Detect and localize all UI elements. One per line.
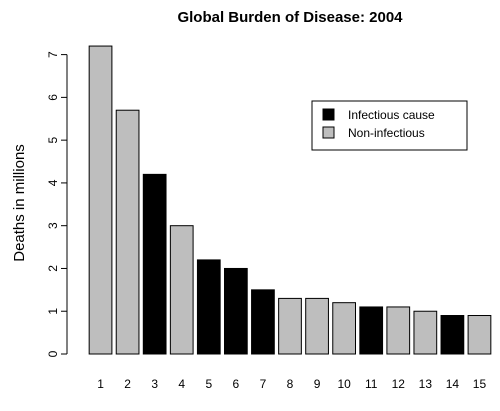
x-tick-label: 3 [151, 377, 158, 391]
bars-group [88, 45, 492, 355]
y-tick-label: 0 [46, 350, 60, 357]
legend-swatch-infectious [322, 108, 335, 121]
bar-5 [196, 259, 221, 355]
bar-4 [169, 225, 194, 355]
y-tick-label: 3 [46, 222, 60, 229]
y-tick-label: 4 [46, 179, 60, 186]
chart-title: Global Burden of Disease: 2004 [177, 9, 403, 26]
bar-3 [142, 173, 167, 355]
bar-14 [440, 315, 465, 355]
x-tick-label: 6 [233, 377, 240, 391]
bar-2 [115, 109, 140, 355]
legend-box [311, 100, 468, 151]
bar-13 [413, 310, 438, 355]
x-tick-label: 10 [337, 377, 351, 391]
bar-15 [467, 315, 492, 355]
bar-9 [305, 297, 329, 355]
bar-6 [223, 267, 248, 355]
legend-label-non-infectious: Non-infectious [348, 126, 425, 140]
x-tick-label: 4 [178, 377, 185, 391]
bar-12 [386, 306, 411, 355]
legend-label-infectious: Infectious cause [348, 108, 435, 122]
x-tick-label: 1 [97, 377, 104, 391]
y-tick-label: 7 [46, 51, 60, 58]
x-tick-label: 5 [205, 377, 212, 391]
x-tick-label: 9 [314, 377, 321, 391]
y-tick-label: 6 [46, 94, 60, 101]
y-tick-label: 1 [46, 308, 60, 315]
x-tick-label: 14 [446, 377, 460, 391]
x-tick-label: 11 [365, 377, 378, 391]
y-tick-label: 5 [46, 136, 60, 143]
bar-1 [88, 45, 113, 355]
bar-10 [332, 302, 357, 355]
legend-swatch-non-infectious [322, 126, 335, 139]
x-tick-label: 15 [473, 377, 487, 391]
x-tick-label: 2 [124, 377, 131, 391]
y-axis: 0 1 2 3 4 5 6 7 [46, 51, 68, 357]
bar-7 [251, 289, 275, 355]
y-axis-label: Deaths in millions [11, 144, 28, 262]
x-tick-label: 12 [392, 377, 406, 391]
x-tick-labels: 1 2 3 4 5 6 7 8 9 10 11 12 13 14 15 [97, 377, 486, 391]
bar-11 [359, 306, 384, 355]
x-tick-label: 7 [260, 377, 267, 391]
legend: Infectious cause Non-infectious [311, 100, 468, 151]
bar-8 [278, 297, 302, 355]
x-tick-label: 8 [287, 377, 294, 391]
x-tick-label: 13 [419, 377, 433, 391]
y-tick-label: 2 [46, 265, 60, 272]
